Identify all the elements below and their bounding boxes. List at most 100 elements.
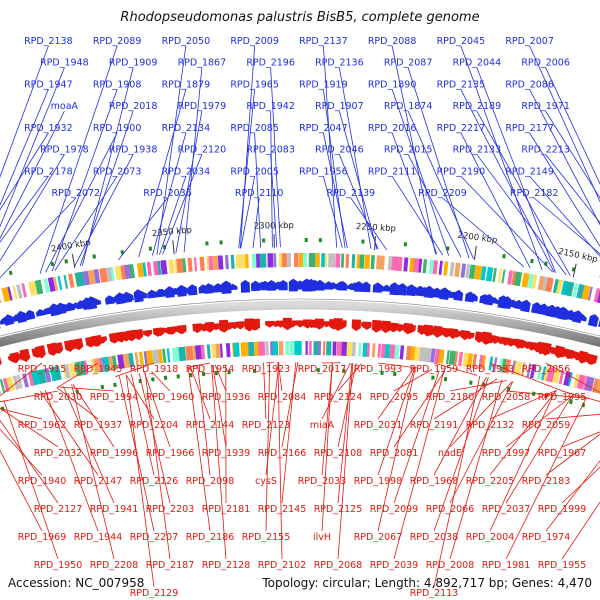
forward-feature-block <box>432 260 438 275</box>
forward-feature-block <box>146 261 152 277</box>
reverse-feature-block <box>220 343 223 358</box>
reverse-feature-block <box>541 366 547 381</box>
forward-gene-label-leader <box>73 154 134 268</box>
reverse-feature-block <box>161 348 167 363</box>
reverse-feature-block <box>83 360 89 375</box>
forward-gene-label-leader <box>407 110 474 259</box>
reverse-gene-label: RPD_2208 <box>90 560 139 571</box>
reverse-gene-label: RPD_2099 <box>370 504 419 515</box>
reverse-gene-label: RPD_1998 <box>354 476 403 487</box>
reverse-gene-label-leader <box>505 390 590 399</box>
forward-gene-label-leader <box>476 110 571 277</box>
reverse-gene-label-leader <box>505 394 574 504</box>
forward-feature-block <box>182 258 187 273</box>
forward-feature-block <box>157 260 162 275</box>
reverse-gene-label-leader <box>449 379 503 560</box>
cog-marker <box>163 375 168 380</box>
forward-gene-label: RPD_1867 <box>178 58 227 69</box>
reverse-gene-label-leader <box>56 362 99 388</box>
reverse-gene-arrow <box>0 356 2 368</box>
reverse-gene-label: RPD_2102 <box>258 560 307 571</box>
reverse-gene-label-leader <box>138 373 171 504</box>
reverse-gene-label-leader <box>561 501 600 560</box>
reverse-gene-arrow <box>133 329 144 341</box>
forward-gene-label: RPD_1900 <box>93 123 142 134</box>
forward-gene-label: RPD_2089 <box>93 36 142 47</box>
forward-gene-label-leader <box>442 197 525 267</box>
forward-gene-arrow <box>91 298 102 306</box>
forward-feature-block <box>422 259 428 274</box>
reverse-feature-block <box>294 340 301 356</box>
forward-feature-block <box>302 253 307 268</box>
forward-gene-label-leader <box>0 132 49 211</box>
forward-gene-label-leader <box>529 45 600 203</box>
reverse-gene-arrow <box>235 321 245 330</box>
forward-feature-block <box>273 253 277 268</box>
forward-gene-label-leader <box>54 176 118 271</box>
reverse-gene-arrow <box>587 353 598 365</box>
reverse-gene-label: RPD_2147 <box>74 476 123 487</box>
forward-gene-label: RPD_2190 <box>437 166 486 177</box>
forward-gene-label: RPD_2047 <box>299 123 348 134</box>
forward-feature-block <box>251 253 258 268</box>
reverse-gene-label: RPD_1968 <box>410 476 459 487</box>
reverse-gene-label-leader <box>433 378 498 420</box>
reverse-gene-label-leader <box>545 460 600 532</box>
reverse-feature-block <box>245 342 249 357</box>
forward-feature-block <box>259 253 267 268</box>
reverse-gene-arrow <box>35 345 46 359</box>
reverse-gene-label: nadE <box>438 448 462 459</box>
forward-gene-label: RPD_2036 <box>143 188 192 199</box>
cog-marker <box>219 240 223 245</box>
forward-feature-block <box>294 252 299 268</box>
reverse-gene-label: RPD_2068 <box>314 560 363 571</box>
forward-gene-label-leader <box>460 89 555 273</box>
forward-feature-block <box>1 286 11 303</box>
reverse-feature-block <box>39 368 47 384</box>
forward-feature-block <box>521 272 530 288</box>
forward-feature-block <box>572 283 579 298</box>
forward-feature-block <box>176 258 185 273</box>
reverse-gene-label-leader <box>281 361 297 504</box>
forward-gene-label: RPD_1947 <box>24 79 73 90</box>
cog-marker <box>393 371 397 376</box>
reverse-gene-label: RPD_2033 <box>298 476 347 487</box>
reverse-gene-label-leader <box>561 390 600 402</box>
reverse-gene-label-leader <box>125 374 155 588</box>
reverse-feature-block <box>366 342 371 358</box>
forward-feature-block <box>531 274 538 289</box>
reverse-gene-label-leader <box>545 362 600 393</box>
reverse-gene-label: RPD_2125 <box>314 504 363 515</box>
forward-gene-label-leader <box>391 45 436 255</box>
forward-gene-label-leader <box>238 89 256 249</box>
forward-feature-block <box>168 259 175 274</box>
reverse-feature-block <box>399 345 405 360</box>
reverse-gene-label-leader <box>0 362 43 397</box>
forward-gene-arrow <box>453 289 464 301</box>
reverse-feature-block <box>6 376 16 392</box>
forward-feature-block <box>413 258 420 273</box>
reverse-gene-label-leader <box>144 372 171 560</box>
forward-gene-label-leader <box>529 176 600 257</box>
reverse-feature-block <box>317 341 322 356</box>
forward-gene-label: RPD_2073 <box>93 166 142 177</box>
forward-gene-label: RPD_2149 <box>505 166 554 177</box>
reverse-gene-label: RPD_1993 <box>354 364 403 375</box>
reverse-feature-block <box>504 359 512 374</box>
reverse-gene-label: RPD_1995 <box>538 392 587 403</box>
reverse-gene-label: RPD_2126 <box>130 476 179 487</box>
cog-marker <box>502 254 506 259</box>
forward-feature-block <box>308 253 316 268</box>
forward-gene-label: RPD_2044 <box>453 58 502 69</box>
reverse-gene-label-leader <box>433 362 478 376</box>
reverse-feature-block <box>520 362 526 377</box>
reverse-feature-block <box>358 342 362 357</box>
forward-gene-label: RPD_2217 <box>437 123 486 134</box>
forward-feature-block <box>587 286 593 301</box>
scale-tick-label: 2150 kbp <box>557 247 598 265</box>
forward-gene-label: RPD_2018 <box>109 101 158 112</box>
forward-gene-arrow <box>228 283 238 291</box>
forward-feature-block <box>418 258 423 273</box>
scale-tick-label: 2250 kbp <box>356 222 397 234</box>
forward-feature-block <box>142 262 147 277</box>
